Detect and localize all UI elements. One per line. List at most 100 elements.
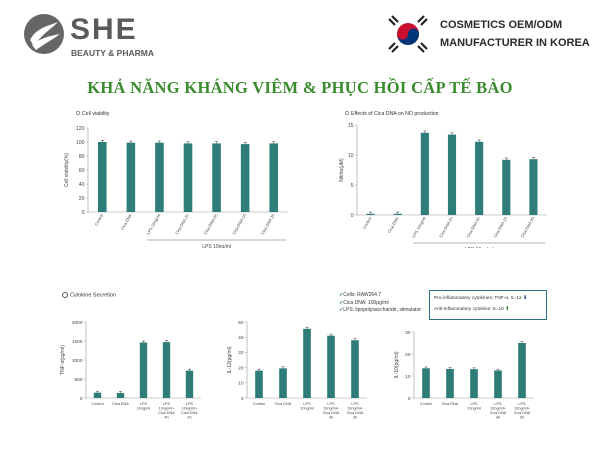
bar <box>155 142 164 212</box>
x-tick-label: LPS 10ng/ml <box>411 216 427 238</box>
x-tick-label: LPS 10ng/ml <box>467 402 481 411</box>
check-icon: ✓ <box>339 299 344 306</box>
bar <box>366 213 375 215</box>
y-tick-label: 100 <box>76 140 85 146</box>
bar <box>518 343 526 398</box>
x-tick-label: LPS 10ng/ml+ Cica DNA 2h <box>347 402 364 420</box>
legend-anti-text: Anti-inflammatory cytokine: IL-10 <box>434 307 504 312</box>
y-tick-label: 40 <box>238 335 244 341</box>
y-tick-label: 0 <box>408 396 411 402</box>
y-tick-label: 0 <box>241 396 244 402</box>
brand-name: SHE <box>70 13 138 46</box>
bar <box>529 159 538 215</box>
x-tick-label: Cica DNA 5h <box>203 213 219 235</box>
y-tick-label: 120 <box>76 126 85 132</box>
title-bullet-icon <box>344 110 350 116</box>
x-tick-label: Cica DNA 10 <box>492 215 508 238</box>
y-tick-label: 80 <box>79 154 85 160</box>
y-tick-label: 20 <box>79 196 85 202</box>
cytokine-section-title: Cytokine Secretion <box>62 292 116 298</box>
x-tick-label: Cica DNA <box>275 402 292 406</box>
y-tick-label: 20 <box>238 365 244 371</box>
brand-subtitle: BEAUTY & PHARMA <box>71 48 154 58</box>
x-tick-label: LPS 10ng/ml <box>137 402 151 411</box>
y-tick-label: 60 <box>79 168 85 174</box>
bar <box>303 328 311 398</box>
korea-flag-icon <box>388 15 428 53</box>
y-tick-label: 500 <box>74 377 82 383</box>
x-tick-label: LPS 10ng/ml+ Cica DNA 2h <box>514 402 531 420</box>
y-axis-label: TNF-α(pg/ml) <box>60 345 66 375</box>
x-tick-label: Cica DNA <box>442 402 459 406</box>
bar <box>502 159 511 215</box>
bar <box>269 143 278 212</box>
bar <box>494 370 502 398</box>
x-tick-label: LPS 10ng/ml <box>300 402 314 411</box>
y-tick-label: 10 <box>238 381 244 387</box>
she-emblem-icon <box>24 14 64 54</box>
x-tick-label: Cica DNA <box>120 213 133 231</box>
y-tick-label: 10 <box>405 374 411 380</box>
y-tick-label: 2000 <box>72 320 83 326</box>
bar <box>93 392 102 398</box>
bar <box>116 393 125 398</box>
x-tick-label: LPS 10ng/ml <box>146 213 162 235</box>
y-axis-label: IL-10(pg/ml) <box>394 351 400 378</box>
manufacturer-label: COSMETICS OEM/ODM MANUFACTURER IN KOREA <box>440 16 590 52</box>
x-tick-label: Control <box>91 402 103 406</box>
x-tick-label: Cica DNA <box>386 216 399 234</box>
x-tick-label: Control <box>362 216 373 230</box>
maker-line-1: COSMETICS OEM/ODM <box>440 19 563 31</box>
legend-pro-text: Pro-inflammatory cytokines: TNF-α, IL-12 <box>434 296 522 301</box>
chart-il-12: 0 10 20 30 40 50 IL-12(pg/ml) Control Cica DNA LP… <box>225 316 375 436</box>
x-tick-label: Cica DNA 2h <box>438 216 454 238</box>
y-tick-label: 1000 <box>72 358 83 364</box>
she-logo: SHE BEAUTY & PHARMA <box>22 12 162 60</box>
bar <box>212 143 221 212</box>
y-tick-label: 0 <box>351 213 354 219</box>
bar <box>470 369 478 398</box>
x-tick-label: Cica DNA <box>112 402 129 406</box>
bar <box>255 370 263 398</box>
x-tick-label: Cica DNA 10 <box>231 212 247 235</box>
bar <box>185 370 194 398</box>
bar <box>183 143 193 212</box>
note-cica: Cica DNA: 100μg/ml <box>343 299 389 306</box>
y-tick-label: 1500 <box>72 339 83 345</box>
experiment-notes: ✓Cells: RAW264.7 ✓Cica DNA: 100μg/ml ✓LP… <box>339 292 421 315</box>
bar <box>351 340 359 398</box>
check-icon: ✓ <box>339 292 344 298</box>
chart-title: Effects of Cica DNA on NO production <box>351 111 439 117</box>
bar <box>420 132 429 215</box>
bar <box>279 368 287 398</box>
cytokine-legend-box: Pro-inflammatory cytokines: TNF-α, IL-12… <box>429 290 547 320</box>
y-axis-label: Cell viability(%) <box>64 153 70 188</box>
chart-tnf-alpha: 0 500 1000 1500 2000 TNF-α(pg/ml) Control Cica … <box>58 316 208 436</box>
bar <box>98 142 107 212</box>
y-axis-label: Nitrite(μM) <box>339 158 345 182</box>
x-tick-label: LPS 10ng/ml+ Cica DNA 2h <box>181 402 198 420</box>
y-tick-label: 15 <box>348 123 354 129</box>
y-tick-label: 0 <box>82 210 85 216</box>
x-tick-label: Cica DNA 2h <box>174 213 190 235</box>
bar <box>240 144 250 212</box>
title-bullet-icon <box>75 110 81 116</box>
y-tick-label: 30 <box>238 350 244 356</box>
x-tick-label: Control <box>253 402 265 406</box>
bar <box>162 342 171 398</box>
note-cells: Cells: RAW264.7 <box>343 292 382 298</box>
note-lps: LPS: lipopolysaccharide, stimulator <box>343 307 422 313</box>
bar <box>446 368 454 398</box>
y-tick-label: 40 <box>79 182 85 188</box>
maker-line-2: MANUFACTURER IN KOREA <box>440 37 590 49</box>
y-tick-label: 50 <box>238 320 244 326</box>
x-tick-label: Cica DNA 5h <box>465 216 481 238</box>
bar <box>139 342 148 398</box>
x-tick-label: Control <box>420 402 432 406</box>
chart-title: Cell viability <box>82 111 110 117</box>
x-axis-label: LPS 10ng/ml <box>202 244 231 248</box>
check-icon: ✓ <box>339 307 344 313</box>
x-tick-label: Cica DNA 20 <box>260 212 276 235</box>
x-tick-label: Cica DNA 20 <box>520 215 536 238</box>
bar <box>393 213 402 215</box>
